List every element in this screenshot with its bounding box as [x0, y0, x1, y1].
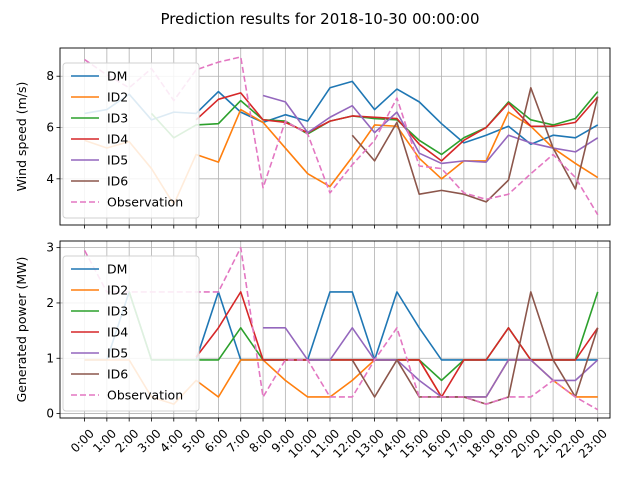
legend-label: ID5	[107, 153, 128, 168]
series-line-id6	[351, 86, 599, 203]
legend-label: ID3	[107, 304, 128, 319]
series-line-observation	[84, 56, 599, 216]
chart-title: Prediction results for 2018-10-30 00:00:…	[160, 10, 479, 28]
legend-label: Observation	[107, 388, 183, 403]
x-tick-label: 7:00	[224, 426, 253, 455]
x-tick-label: 4:00	[157, 426, 186, 455]
y-tick-label: 2	[46, 296, 54, 310]
x-tick-label: 5:00	[179, 426, 208, 455]
x-tick-label: 6:00	[202, 426, 231, 455]
legend-label: Observation	[107, 195, 183, 210]
x-tick-label: 1:00	[90, 426, 119, 455]
axes-frame	[59, 240, 611, 419]
legend: DM ID2 ID3 ID4 ID5 ID6 Observation	[62, 255, 200, 412]
legend-label: ID6	[107, 367, 128, 382]
x-tick-label: 2:00	[113, 426, 142, 455]
legend-label: DM	[107, 262, 127, 277]
y-axis-label: Wind speed (m/s)	[14, 82, 29, 192]
y-axis-label: Generated power (MW)	[14, 257, 29, 403]
series-line-id5	[262, 94, 599, 165]
legend-label: ID2	[107, 283, 128, 298]
y-tick-label: 4	[46, 172, 54, 186]
x-tick-label: 3:00	[135, 426, 164, 455]
legend-label: ID6	[107, 174, 128, 189]
series-line-id5	[263, 327, 599, 398]
series-line-id6	[351, 291, 599, 405]
legend-box	[62, 255, 200, 412]
subplot-2: 0 1 2 3 Generated power (MW) DM ID2 ID3 ID4 ID5 ID…	[14, 240, 611, 422]
legend-label: ID4	[107, 132, 128, 147]
y-tick-label: 0	[46, 407, 54, 421]
legend-label: ID2	[107, 90, 128, 105]
series-group	[84, 56, 599, 216]
subplot-1: 4 6 8 Wind speed (m/s) DM ID2 ID3 ID4 ID5 ID6 Obse…	[14, 47, 611, 229]
y-tick-label: 3	[46, 241, 54, 255]
legend-label: DM	[107, 69, 127, 84]
x-tick-label: 0:00	[68, 426, 97, 455]
legend-label: ID3	[107, 111, 128, 126]
axes-frame	[59, 47, 611, 226]
series-line-id3	[150, 91, 599, 156]
legend-label: ID4	[107, 325, 128, 340]
legend-box	[62, 62, 200, 219]
y-tick-label: 8	[46, 69, 54, 83]
y-tick-label: 1	[46, 351, 54, 365]
y-tick-label: 6	[46, 121, 54, 135]
x-tick-label: 8:00	[246, 426, 275, 455]
legend: DM ID2 ID3 ID4 ID5 ID6 Observation	[62, 62, 200, 219]
series-line-id4	[195, 92, 599, 162]
legend-label: ID5	[107, 346, 128, 361]
